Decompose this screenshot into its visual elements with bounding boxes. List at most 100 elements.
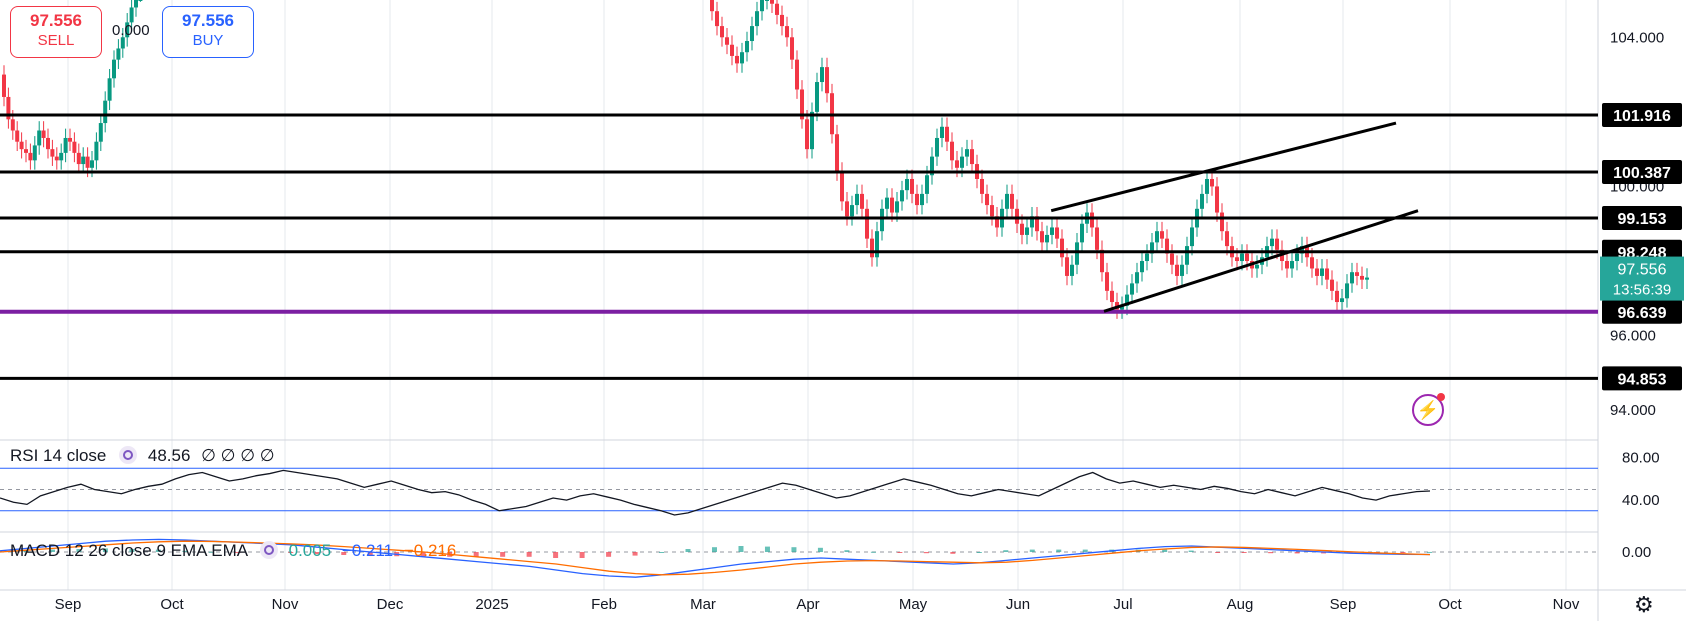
x-tick-label: Nov [1553, 596, 1580, 613]
macd-histogram-bar [923, 552, 929, 554]
candle-body [1345, 283, 1349, 299]
candle-body [1020, 223, 1024, 235]
candle-body [785, 26, 789, 38]
candle-body [116, 48, 121, 60]
candle-body [19, 141, 24, 150]
level-label-box [1602, 206, 1682, 231]
candle-body [1295, 253, 1299, 262]
current-price-box [1600, 256, 1684, 301]
x-tick-label: Nov [272, 596, 299, 613]
macd-histogram-bar [420, 552, 426, 557]
buy-price: 97.556 [182, 11, 234, 30]
candle-body [930, 156, 934, 176]
rsi-tick-label: 80.00 [1622, 450, 1660, 467]
candle-body [1350, 272, 1354, 284]
candle-body [1105, 272, 1109, 291]
candle-body [1320, 268, 1324, 276]
macd-histogram-bar [1427, 551, 1432, 553]
candle-body [745, 41, 749, 53]
candle-body [85, 156, 90, 168]
candle-body [1140, 261, 1144, 273]
macd-histogram-bar [659, 552, 665, 553]
y-tick-label: 96.000 [1610, 328, 1656, 345]
candle-body [1160, 231, 1164, 239]
level-label: 99.153 [1618, 211, 1667, 228]
level-label: 94.853 [1618, 371, 1667, 388]
macd-histogram-bar [632, 552, 638, 556]
macd-histogram-bar [712, 547, 717, 552]
macd-title: MACD 12 26 close 9 EMA EMA [10, 541, 248, 560]
x-tick-label: Feb [591, 596, 617, 613]
spread-value: 0.000 [112, 22, 150, 39]
macd-histogram-bar [526, 552, 532, 557]
macd-tick-label: 0.00 [1622, 544, 1651, 561]
sell-price: 97.556 [30, 11, 82, 30]
candle-body [805, 119, 809, 150]
macd-histogram-bar [1321, 552, 1327, 554]
indicator-settings-icon[interactable] [119, 446, 138, 464]
macd-histogram-bar [1268, 552, 1274, 554]
gear-icon[interactable]: ⚙ [1634, 592, 1654, 617]
candle-body [125, 22, 130, 38]
candle-body [945, 126, 949, 142]
macd-histogram-bar [1029, 549, 1035, 552]
macd-histogram-bar [1215, 552, 1221, 553]
candle-body [1225, 231, 1229, 247]
macd-histogram-bar [1003, 550, 1009, 552]
macd-legend[interactable]: MACD 12 26 close 9 EMA EMA 0.005 −0.211 … [10, 541, 456, 561]
candle-body [855, 193, 859, 206]
candle-body [1025, 227, 1029, 235]
buy-button[interactable]: 97.556 BUY [162, 6, 254, 58]
candle-body [865, 208, 869, 239]
x-tick-label: Sep [55, 596, 82, 613]
candle-body [2, 74, 6, 97]
sell-button[interactable]: 97.556 SELL [10, 6, 102, 58]
candle-body [1185, 246, 1189, 265]
candle-body [1200, 193, 1204, 209]
macd-histogram-bar [182, 550, 188, 552]
candle-body [1310, 257, 1314, 269]
candle-body [1035, 216, 1039, 232]
macd-line-value: −0.211 [341, 541, 394, 560]
candle-body [925, 175, 929, 194]
macd-histogram-bar [1188, 550, 1194, 552]
flash-icon[interactable]: ⚡ [1412, 393, 1445, 426]
candle-body [755, 11, 759, 27]
candle-body [112, 59, 116, 79]
x-tick-label: Dec [377, 596, 404, 613]
x-tick-label: May [899, 596, 928, 613]
x-tick-label: Oct [1438, 596, 1462, 613]
indicator-settings-icon[interactable] [259, 541, 278, 559]
candle-body [880, 208, 884, 232]
level-label-box [1602, 160, 1682, 185]
trendline [1103, 209, 1419, 313]
macd-histogram-bar [288, 552, 294, 553]
macd-histogram-bar [367, 552, 373, 556]
candle-body [1010, 193, 1014, 209]
candle-body [1060, 238, 1064, 258]
rsi-title: RSI 14 close [10, 446, 107, 465]
candle-body [835, 134, 839, 172]
candle-body [1175, 264, 1179, 276]
candle-body [1120, 305, 1124, 310]
candle-body [1075, 242, 1079, 265]
macd-histogram-bar [155, 549, 161, 552]
candle-body [1130, 283, 1134, 295]
macd-histogram-bar [235, 552, 241, 553]
macd-histogram-bar [870, 551, 876, 553]
candle-body [54, 156, 59, 161]
candle-body [1050, 227, 1054, 235]
macd-histogram-bar [606, 552, 612, 557]
candle-body [72, 141, 77, 153]
candle-body [820, 67, 824, 83]
rsi-legend[interactable]: RSI 14 close 48.56 ∅ ∅ ∅ ∅ [10, 446, 275, 466]
candle-body [1070, 264, 1074, 276]
candle-body [900, 190, 904, 202]
buy-label: BUY [192, 32, 224, 49]
macd-histogram-bar [950, 552, 956, 554]
candle-body [710, 0, 714, 12]
macd-histogram-bar [1400, 552, 1406, 553]
candle-body [15, 130, 20, 142]
rsi-extra: ∅ ∅ ∅ ∅ [201, 446, 275, 465]
